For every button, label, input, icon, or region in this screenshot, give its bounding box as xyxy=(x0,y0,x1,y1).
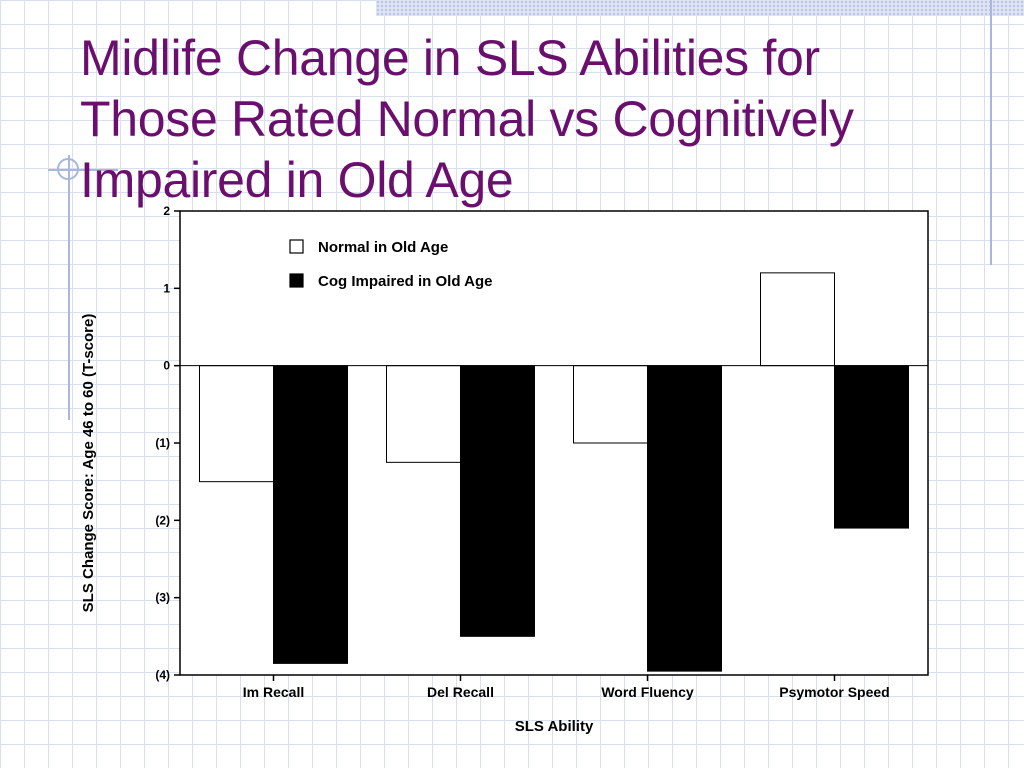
slide-title-line: Midlife Change in SLS Abilities for xyxy=(80,30,820,86)
bar-normal xyxy=(760,272,835,367)
bars-group xyxy=(199,272,909,672)
slide-title: Midlife Change in SLS Abilities for Thos… xyxy=(80,28,960,211)
slide-title-line: Impaired in Old Age xyxy=(80,152,514,208)
y-tick-label: (4) xyxy=(155,668,170,682)
legend-swatch xyxy=(289,239,304,254)
legend-label: Cog Impaired in Old Age xyxy=(318,273,492,290)
top-decorative-band xyxy=(376,0,1024,16)
x-tick-label: Psymotor Speed xyxy=(779,684,889,700)
x-axis-title: SLS Ability xyxy=(515,718,594,735)
y-axis: 2 1 0 (1) (2) (3) (4) xyxy=(155,204,180,682)
bar-cog-impaired xyxy=(647,365,722,672)
bar-cog-impaired xyxy=(460,365,535,637)
x-tick-label: Im Recall xyxy=(243,684,304,700)
slide-title-line: Those Rated Normal vs Cognitively xyxy=(80,91,854,147)
decorative-vertical-line-left xyxy=(68,155,70,420)
x-tick-label: Word Fluency xyxy=(601,684,694,700)
x-axis: Im Recall Del Recall Word Fluency Psymotor … xyxy=(243,675,890,700)
bar-normal xyxy=(573,365,648,444)
legend: Normal in Old Age Cog Impaired in Old Age xyxy=(289,239,492,290)
y-tick-label: (2) xyxy=(155,513,170,527)
bar-normal xyxy=(199,365,274,483)
y-tick-label: (1) xyxy=(155,436,170,450)
y-tick-label: (3) xyxy=(155,591,170,605)
bar-cog-impaired xyxy=(273,365,348,664)
decorative-vertical-line-right xyxy=(990,0,992,265)
decorative-horizontal-line xyxy=(48,169,118,171)
bar-normal xyxy=(386,365,461,463)
bar-cog-impaired xyxy=(834,365,909,529)
y-tick-label: 0 xyxy=(163,359,170,373)
legend-swatch xyxy=(289,273,304,288)
x-tick-label: Del Recall xyxy=(427,684,494,700)
y-axis-title: SLS Change Score: Age 46 to 60 (T-score) xyxy=(80,314,97,613)
y-tick-label: 2 xyxy=(163,204,170,218)
decorative-circle-icon xyxy=(57,158,79,180)
y-tick-label: 1 xyxy=(163,281,170,295)
legend-label: Normal in Old Age xyxy=(318,239,448,256)
